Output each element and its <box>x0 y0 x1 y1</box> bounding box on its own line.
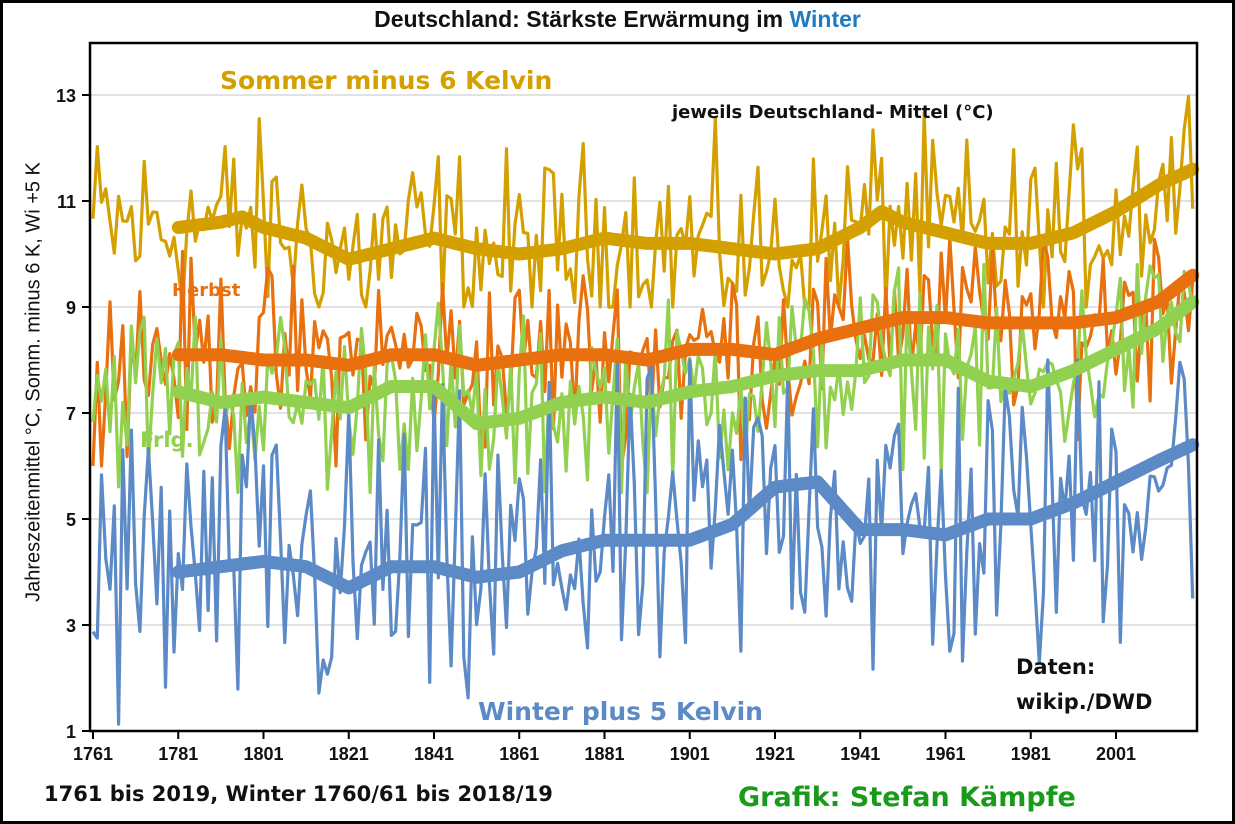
y-tick-label: 11 <box>57 192 76 212</box>
chart-title: Deutschland: Stärkste Erwärmung im Winte… <box>0 6 1235 33</box>
series-line-annual <box>91 358 1195 726</box>
x-tick-label: 1861 <box>499 744 539 764</box>
x-tick-label: 1881 <box>584 744 624 764</box>
y-tick-label: 3 <box>66 616 76 636</box>
x-tick-label: 1941 <box>840 744 880 764</box>
y-tick-label: 13 <box>56 86 76 106</box>
smoothed-series <box>171 162 1200 595</box>
label-source: wikip./DWD <box>1016 690 1153 714</box>
x-tick-label: 1921 <box>755 744 795 764</box>
label-mittel: jeweils Deutschland- Mittel (°C) <box>672 102 994 123</box>
label-sommer: Sommer minus 6 Kelvin <box>220 66 553 95</box>
label-herbst: Herbst <box>172 280 241 301</box>
y-tick-label: 5 <box>66 510 76 530</box>
x-tick-label: 1961 <box>925 744 965 764</box>
x-tick-label: 1761 <box>73 744 113 764</box>
series-line-smoothed <box>171 295 1200 431</box>
x-tick-label: 1781 <box>158 744 198 764</box>
series-line-smoothed <box>171 162 1200 266</box>
x-tick-label: 1821 <box>329 744 369 764</box>
plot-border <box>88 41 1199 733</box>
chart-title-highlight: Winter <box>789 6 861 32</box>
chart-title-main: Deutschland: Stärkste Erwärmung im <box>374 6 784 32</box>
y-tick-label: 1 <box>66 722 76 742</box>
y-tick-label: 9 <box>66 298 76 318</box>
series-line-smoothed <box>171 438 1200 595</box>
annual-series <box>91 94 1195 726</box>
footer-author: Grafik: Stefan Kämpfe <box>738 782 1076 813</box>
y-tick-label: 7 <box>66 404 76 424</box>
label-daten: Daten: <box>1016 655 1096 679</box>
x-tick-label: 1981 <box>1011 744 1051 764</box>
series-line-smoothed <box>171 268 1200 372</box>
x-tick-label: 1901 <box>670 744 710 764</box>
x-tick-label: 1841 <box>414 744 454 764</box>
x-tick-label: 2001 <box>1096 744 1136 764</box>
x-tick-label: 1801 <box>243 744 283 764</box>
footer-period: 1761 bis 2019, Winter 1760/61 bis 2018/1… <box>44 782 553 806</box>
label-winter: Winter plus 5 Kelvin <box>478 697 763 726</box>
series-line-annual <box>91 94 1195 309</box>
series-line-annual <box>91 236 1195 468</box>
label-fruehling: Frlg. <box>140 428 194 452</box>
